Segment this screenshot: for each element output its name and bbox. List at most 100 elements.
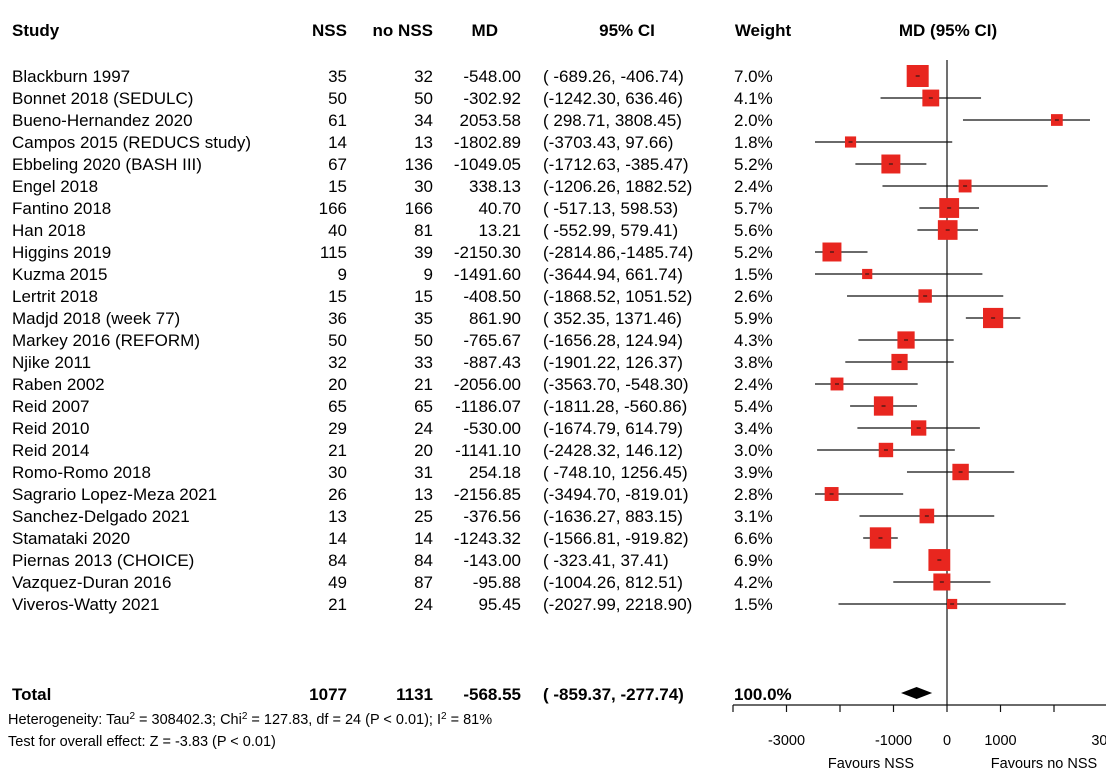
total-diamond	[901, 687, 933, 699]
study-no-nss: 65	[414, 397, 433, 416]
study-row: Reid 2010 29 24 -530.00 (-1674.79, 614.79) 3.…	[12, 419, 773, 438]
study-nss: 84	[328, 551, 347, 570]
study-ci: ( 352.35, 1371.46)	[543, 309, 682, 328]
total-no-nss: 1131	[396, 685, 433, 704]
study-row: Markey 2016 (REFORM) 50 50 -765.67 (-1656.28…	[12, 331, 773, 350]
study-md: 254.18	[469, 463, 521, 482]
study-weight: 2.4%	[734, 375, 773, 394]
study-weight: 1.5%	[734, 265, 773, 284]
study-weight: 3.1%	[734, 507, 773, 526]
study-md: -2156.85	[454, 485, 521, 504]
study-nss: 15	[328, 287, 347, 306]
study-weight: 3.4%	[734, 419, 773, 438]
overall-effect-note: Test for overall effect: Z = -3.83 (P < …	[8, 734, 276, 750]
study-no-nss: 20	[414, 441, 433, 460]
header-nss: NSS	[312, 21, 347, 40]
study-no-nss: 35	[414, 309, 433, 328]
heterogeneity-note: Heterogeneity: Tau2 = 308402.3; Chi2 = 1…	[8, 711, 492, 729]
study-name: Reid 2010	[12, 419, 90, 438]
header-plot: MD (95% CI)	[899, 21, 997, 40]
study-no-nss: 166	[405, 199, 433, 218]
study-weight: 3.0%	[734, 441, 773, 460]
header-study: Study	[12, 21, 60, 40]
study-md: -1141.10	[455, 441, 521, 460]
study-md: 861.90	[469, 309, 521, 328]
study-weight: 5.2%	[734, 243, 773, 262]
study-name: Han 2018	[12, 221, 86, 240]
study-name: Bonnet 2018 (SEDULC)	[12, 89, 193, 108]
study-ci: (-3644.94, 661.74)	[543, 265, 683, 284]
study-row: Bueno-Hernandez 2020 61 34 2053.58 ( 298.71,…	[12, 111, 773, 130]
study-name: Viveros-Watty 2021	[12, 595, 159, 614]
study-weight: 4.1%	[734, 89, 773, 108]
study-ci: ( -552.99, 579.41)	[543, 221, 678, 240]
study-ci: ( 298.71, 3808.45)	[543, 111, 682, 130]
study-row: Lertrit 2018 15 15 -408.50 (-1868.52, 1051.5…	[12, 287, 773, 306]
study-nss: 14	[328, 133, 347, 152]
x-tick-label: 0	[943, 733, 951, 749]
study-row: Sanchez-Delgado 2021 13 25 -376.56 (-1636.27…	[12, 507, 773, 526]
study-nss: 32	[328, 353, 347, 372]
study-name: Reid 2007	[12, 397, 90, 416]
total-weight: 100.0%	[734, 685, 792, 704]
total-md: -568.55	[463, 685, 521, 704]
study-nss: 14	[328, 529, 347, 548]
study-nss: 65	[328, 397, 347, 416]
study-nss: 26	[328, 485, 347, 504]
study-row: Stamataki 2020 14 14 -1243.32 (-1566.81, -91…	[12, 529, 773, 548]
study-name: Romo-Romo 2018	[12, 463, 151, 482]
study-row: Bonnet 2018 (SEDULC) 50 50 -302.92 (-1242.30…	[12, 89, 773, 108]
study-row: Sagrario Lopez-Meza 2021 26 13 -2156.85 (-34…	[12, 485, 773, 504]
study-name: Engel 2018	[12, 177, 98, 196]
study-row: Viveros-Watty 2021 21 24 95.45 (-2027.99, 22…	[12, 595, 773, 614]
study-name: Sagrario Lopez-Meza 2021	[12, 485, 217, 504]
study-nss: 20	[328, 375, 347, 394]
study-ci: (-1566.81, -919.82)	[543, 529, 689, 548]
study-no-nss: 30	[414, 177, 433, 196]
study-weight: 5.2%	[734, 155, 773, 174]
study-row: Han 2018 40 81 13.21 ( -552.99, 579.41) 5.6%	[12, 221, 773, 240]
study-md: -1186.07	[455, 397, 521, 416]
study-md: 13.21	[478, 221, 521, 240]
study-weight: 4.2%	[734, 573, 773, 592]
total-nss: 1077	[309, 685, 347, 704]
study-ci: ( -689.26, -406.74)	[543, 67, 684, 86]
axis-label-right: Favours no NSS	[991, 756, 1097, 772]
study-ci: (-1004.26, 812.51)	[543, 573, 683, 592]
study-weight: 5.6%	[734, 221, 773, 240]
study-weight: 2.0%	[734, 111, 773, 130]
study-nss: 35	[328, 67, 347, 86]
study-no-nss: 87	[414, 573, 433, 592]
study-no-nss: 25	[414, 507, 433, 526]
study-no-nss: 33	[414, 353, 433, 372]
study-name: Reid 2014	[12, 441, 90, 460]
study-nss: 40	[328, 221, 347, 240]
study-weight: 3.9%	[734, 463, 773, 482]
study-nss: 30	[328, 463, 347, 482]
study-weight: 7.0%	[734, 67, 773, 86]
study-name: Higgins 2019	[12, 243, 111, 262]
study-md: -1049.05	[454, 155, 521, 174]
x-tick-label: 1000	[984, 733, 1016, 749]
study-nss: 29	[328, 419, 347, 438]
study-nss: 61	[328, 111, 347, 130]
study-md: 338.13	[469, 177, 521, 196]
study-nss: 67	[328, 155, 347, 174]
study-name: Fantino 2018	[12, 199, 111, 218]
study-no-nss: 9	[424, 265, 433, 284]
study-md: -143.00	[463, 551, 521, 570]
study-nss: 49	[328, 573, 347, 592]
plot-area: -3000 -1000 0 1000 3000	[732, 60, 1106, 749]
x-tick-label: -3000	[768, 733, 805, 749]
study-name: Piernas 2013 (CHOICE)	[12, 551, 194, 570]
study-md: -530.00	[463, 419, 521, 438]
study-no-nss: 13	[414, 485, 433, 504]
study-no-nss: 21	[414, 375, 433, 394]
study-ci: (-3703.43, 97.66)	[543, 133, 673, 152]
study-row: Piernas 2013 (CHOICE) 84 84 -143.00 ( -323.4…	[12, 551, 773, 570]
study-name: Ebbeling 2020 (BASH III)	[12, 155, 202, 174]
header-ci: 95% CI	[599, 21, 655, 40]
study-md: -302.92	[463, 89, 521, 108]
study-name: Blackburn 1997	[12, 67, 130, 86]
